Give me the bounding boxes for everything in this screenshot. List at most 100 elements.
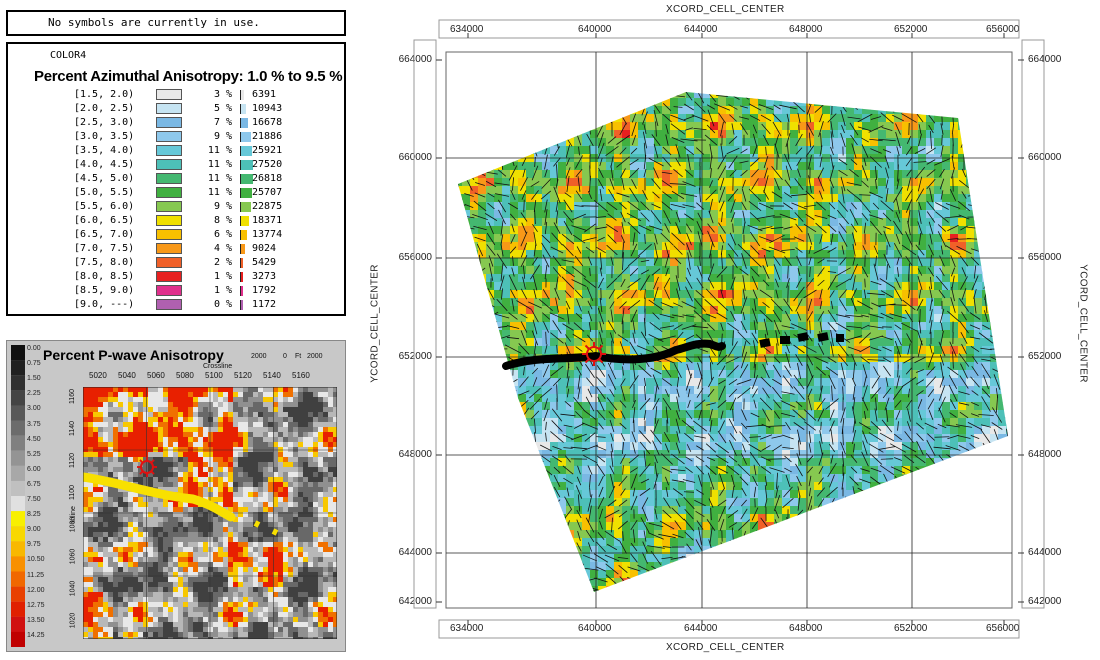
pwave-map-cell xyxy=(173,482,178,487)
anisotropy-cell xyxy=(534,250,543,259)
anisotropy-cell xyxy=(814,106,823,115)
pwave-map-cell xyxy=(98,497,103,502)
anisotropy-cell xyxy=(958,210,967,219)
anisotropy-cell xyxy=(606,250,615,259)
anisotropy-cell xyxy=(558,146,567,155)
pwave-map-cell xyxy=(313,507,318,512)
pwave-map-cell xyxy=(133,552,138,557)
anisotropy-cell xyxy=(814,298,823,307)
pwave-map-cell xyxy=(208,557,213,562)
pwave-map-cell xyxy=(178,622,183,627)
colorbar-label: 14.25 xyxy=(27,631,45,639)
pwave-map-cell xyxy=(308,387,313,392)
anisotropy-cell xyxy=(910,330,919,339)
pwave-map-cell xyxy=(118,432,123,437)
anisotropy-cell xyxy=(766,194,775,203)
pwave-map-cell xyxy=(208,552,213,557)
anisotropy-cell xyxy=(750,330,759,339)
anisotropy-cell xyxy=(526,274,535,283)
pwave-map-cell xyxy=(98,592,103,597)
anisotropy-cell xyxy=(878,242,887,251)
pwave-map-cell xyxy=(103,612,108,617)
pwave-map-cell xyxy=(128,437,133,442)
pwave-map-cell xyxy=(308,617,313,622)
pwave-map-cell xyxy=(313,622,318,627)
anisotropy-cell xyxy=(638,330,647,339)
pwave-map-cell xyxy=(333,552,337,557)
pwave-map-cell xyxy=(168,522,173,527)
pwave-map-cell xyxy=(308,612,313,617)
anisotropy-cell xyxy=(958,186,967,195)
pwave-map-cell xyxy=(208,437,213,442)
anisotropy-cell xyxy=(654,202,663,211)
pwave-map-cell xyxy=(133,602,138,607)
anisotropy-cell xyxy=(862,178,871,187)
pwave-map-cell xyxy=(133,582,138,587)
anisotropy-cell xyxy=(758,234,767,243)
anisotropy-cell xyxy=(518,274,527,283)
pwave-map-cell xyxy=(243,402,248,407)
pwave-map-cell xyxy=(248,582,253,587)
legend-swatch xyxy=(156,89,182,100)
pwave-map-cell xyxy=(243,627,248,632)
pwave-map-cell xyxy=(268,432,273,437)
pwave-map-cell xyxy=(248,392,253,397)
anisotropy-cell xyxy=(854,186,863,195)
anisotropy-cell xyxy=(614,282,623,291)
pwave-map-cell xyxy=(133,577,138,582)
pwave-map-cell xyxy=(153,527,158,532)
anisotropy-cell xyxy=(502,210,511,219)
pwave-map-cell xyxy=(228,417,233,422)
pwave-map-cell xyxy=(248,557,253,562)
pwave-map-cell xyxy=(303,537,308,542)
pwave-map-cell xyxy=(158,637,163,639)
pwave-map-cell xyxy=(218,437,223,442)
pwave-map-cell xyxy=(133,617,138,622)
anisotropy-cell xyxy=(470,186,479,195)
pwave-map-cell xyxy=(283,547,288,552)
anisotropy-cell xyxy=(734,218,743,227)
pwave-map-cell xyxy=(323,477,328,482)
anisotropy-cell xyxy=(534,314,543,323)
pwave-map-cell xyxy=(173,612,178,617)
pwave-map-cell xyxy=(233,472,238,477)
pwave-map-cell xyxy=(198,547,203,552)
pwave-map-cell xyxy=(118,497,123,502)
anisotropy-cell xyxy=(654,186,663,195)
pwave-map-cell xyxy=(228,387,233,392)
legend-swatch xyxy=(156,229,182,240)
anisotropy-cell xyxy=(878,282,887,291)
pwave-map-cell xyxy=(183,402,188,407)
pwave-map-cell xyxy=(323,497,328,502)
anisotropy-cell xyxy=(518,314,527,323)
pwave-map-cell xyxy=(108,547,113,552)
anisotropy-cell xyxy=(854,218,863,227)
anisotropy-cell xyxy=(526,266,535,275)
pwave-map-cell xyxy=(168,622,173,627)
pwave-map-cell xyxy=(203,407,208,412)
anisotropy-cell xyxy=(942,306,951,315)
pwave-map-cell xyxy=(103,422,108,427)
pwave-map-cell xyxy=(103,592,108,597)
anisotropy-cell xyxy=(574,226,583,235)
pwave-map-cell xyxy=(228,582,233,587)
pwave-map-cell xyxy=(183,507,188,512)
anisotropy-cell xyxy=(814,178,823,187)
anisotropy-cell xyxy=(798,138,807,147)
pwave-map-cell xyxy=(168,597,173,602)
pwave-map-cell xyxy=(268,467,273,472)
pwave-map-cell xyxy=(103,547,108,552)
pwave-map-cell xyxy=(103,517,108,522)
pwave-map-cell xyxy=(123,602,128,607)
anisotropy-cell xyxy=(694,170,703,179)
anisotropy-cell xyxy=(774,306,783,315)
anisotropy-cell xyxy=(782,290,791,299)
anisotropy-cell xyxy=(598,242,607,251)
pwave-map-cell xyxy=(318,507,323,512)
pwave-map-cell xyxy=(183,547,188,552)
pwave-map-cell xyxy=(128,397,133,402)
anisotropy-cell xyxy=(742,330,751,339)
anisotropy-cell xyxy=(694,250,703,259)
pwave-map-cell xyxy=(253,537,258,542)
anisotropy-cell xyxy=(526,210,535,219)
